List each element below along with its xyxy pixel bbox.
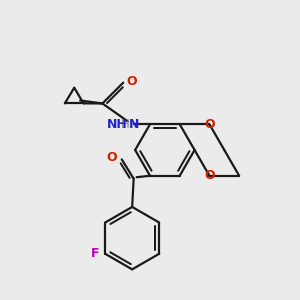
Text: NH: NH (107, 118, 128, 131)
Text: H: H (120, 118, 129, 131)
Text: O: O (107, 152, 117, 164)
Text: O: O (126, 75, 137, 88)
Text: F: F (91, 247, 99, 260)
Text: O: O (204, 118, 215, 131)
Text: O: O (204, 169, 215, 182)
Text: N: N (129, 118, 140, 131)
